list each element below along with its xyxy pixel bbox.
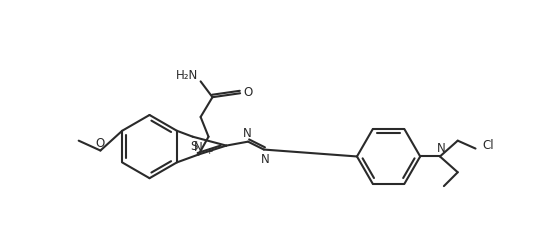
- Text: O: O: [96, 136, 105, 149]
- Text: N: N: [243, 127, 252, 140]
- Text: H₂N: H₂N: [176, 69, 198, 82]
- Text: S: S: [190, 139, 197, 152]
- Text: N: N: [194, 141, 203, 153]
- Text: +: +: [206, 146, 213, 155]
- Text: Cl: Cl: [482, 138, 494, 151]
- Text: O: O: [243, 85, 253, 98]
- Text: N: N: [437, 141, 445, 154]
- Text: N: N: [260, 152, 269, 165]
